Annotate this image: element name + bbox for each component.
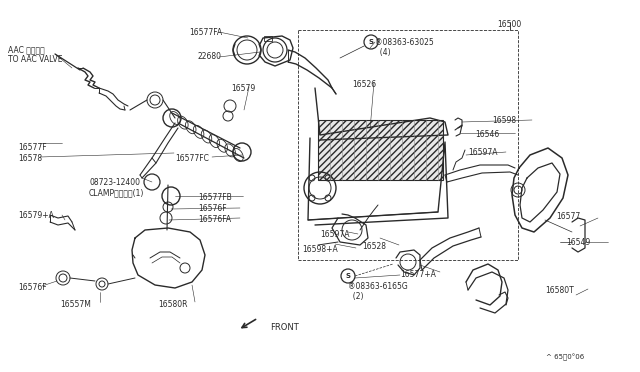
Text: 16579: 16579 [231, 84, 255, 93]
Text: 16598: 16598 [492, 116, 516, 125]
Bar [264, 36, 272, 41]
Text: 16577FC: 16577FC [175, 154, 209, 163]
Text: 16597A: 16597A [468, 148, 497, 157]
Text: 08723-12400
CLAMPクランプ(1): 08723-12400 CLAMPクランプ(1) [89, 178, 145, 198]
Text: 16580T: 16580T [545, 286, 573, 295]
Text: ®08363-6165G
  (2): ®08363-6165G (2) [348, 282, 408, 301]
Text: 16557M: 16557M [60, 300, 91, 309]
Text: 16528: 16528 [362, 242, 386, 251]
Text: 16598+A: 16598+A [302, 245, 338, 254]
Text: 16580R: 16580R [158, 300, 188, 309]
Text: 16578: 16578 [18, 154, 42, 163]
Text: ^ 65：0°06: ^ 65：0°06 [546, 354, 584, 361]
Bar [318, 120, 443, 180]
Text: S: S [369, 39, 374, 45]
Text: 16579+A: 16579+A [18, 211, 54, 220]
Text: 16577: 16577 [556, 212, 580, 221]
Text: 16500: 16500 [497, 20, 521, 29]
Text: 22680: 22680 [198, 52, 222, 61]
Text: 16577+A: 16577+A [400, 270, 436, 279]
Text: 16576F: 16576F [18, 283, 47, 292]
Text: 16597A: 16597A [320, 230, 349, 239]
Text: 16577FB: 16577FB [198, 193, 232, 202]
Text: 16577FA: 16577FA [189, 28, 222, 37]
Text: 16577F: 16577F [18, 143, 47, 152]
Text: S: S [346, 273, 351, 279]
Text: 16526: 16526 [352, 80, 376, 89]
Text: 16576F: 16576F [198, 204, 227, 213]
Bar [298, 30, 518, 260]
Text: 16549: 16549 [566, 238, 590, 247]
Text: AAC バルブへ
TO AAC VALVE: AAC バルブへ TO AAC VALVE [8, 45, 63, 64]
Text: FRONT: FRONT [270, 323, 299, 332]
Text: 16576FA: 16576FA [198, 215, 231, 224]
Text: 16546: 16546 [475, 130, 499, 139]
Text: ®08363-63025
  (4): ®08363-63025 (4) [375, 38, 434, 57]
